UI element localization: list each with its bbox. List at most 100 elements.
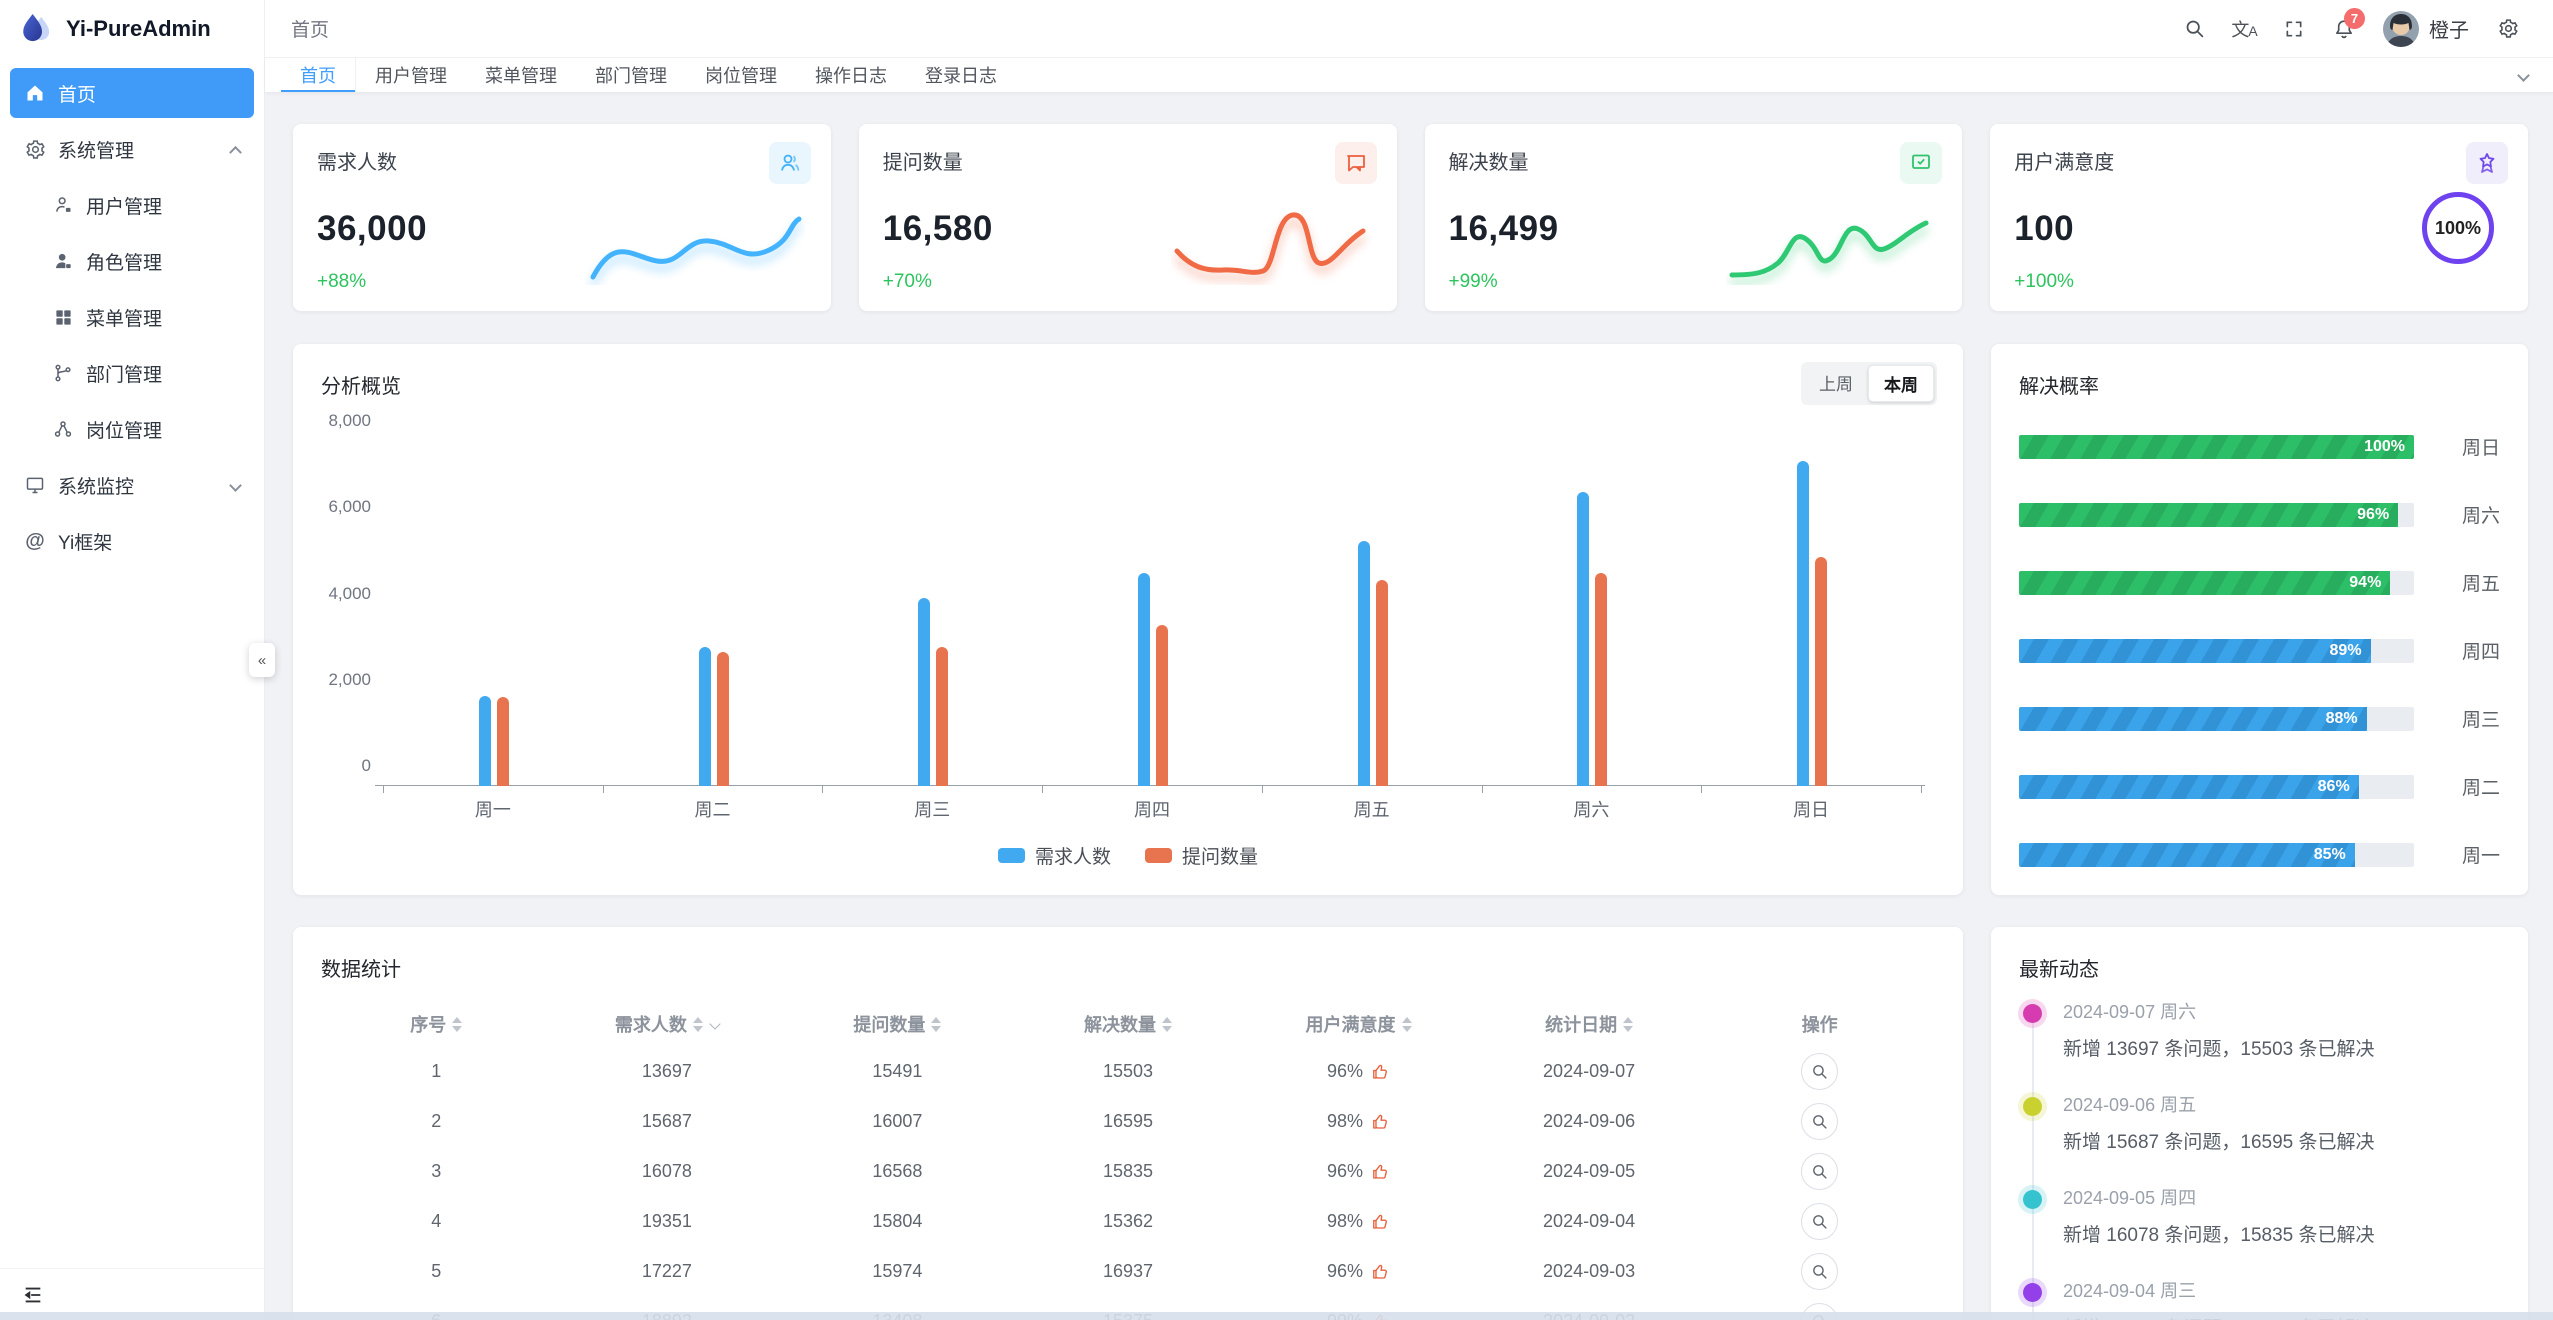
news-text: 新增 13697 条问题，15503 条已解决 xyxy=(2063,1039,2375,1060)
sort-carets-icon[interactable] xyxy=(692,1016,703,1032)
sort-asc-icon[interactable] xyxy=(1623,1016,1634,1023)
column-header-inner[interactable]: 序号 xyxy=(321,1011,552,1037)
sort-desc-icon[interactable] xyxy=(692,1025,703,1032)
sort-desc-icon[interactable] xyxy=(1401,1025,1412,1032)
sort-carets-icon[interactable] xyxy=(931,1016,942,1032)
view-detail-button[interactable] xyxy=(1801,1202,1839,1240)
tab-首页[interactable]: 首页 xyxy=(281,58,356,92)
sort-desc-icon[interactable] xyxy=(1161,1025,1172,1032)
sidebar-item-role-management[interactable]: 角色管理 xyxy=(10,236,254,286)
view-detail-button[interactable] xyxy=(1801,1052,1839,1090)
bar-需求人数[interactable] xyxy=(1797,460,1810,786)
sidebar-item-home[interactable]: 首页 xyxy=(10,68,254,118)
sidebar-item-system-management[interactable]: 系统管理 xyxy=(10,124,254,174)
sidebar-menu: 首页 系统管理 用户管理 角色管理 xyxy=(0,58,264,1268)
sidebar-item-yi-framework[interactable]: @ Yi框架 xyxy=(10,516,254,566)
bar-提问数量[interactable] xyxy=(936,647,949,786)
news-date: 2024-09-04 周三 xyxy=(2063,1281,2197,1301)
legend-item-提问数量[interactable]: 提问数量 xyxy=(1145,842,1258,869)
table-row: 4 19351 15804 15362 98% 2024-09-04 xyxy=(321,1196,1935,1246)
tab-菜单管理[interactable]: 菜单管理 xyxy=(485,66,557,86)
bar-需求人数[interactable] xyxy=(1137,573,1150,786)
brand[interactable]: Yi-PureAdmin xyxy=(0,0,264,58)
settings-gear-icon[interactable] xyxy=(2483,0,2533,58)
tab-岗位管理[interactable]: 岗位管理 xyxy=(705,66,777,86)
table-row: 5 17227 15974 16937 96% 2024-09-03 xyxy=(321,1246,1935,1296)
rate-percent: 94% xyxy=(2349,573,2382,591)
view-detail-button[interactable] xyxy=(1801,1102,1839,1140)
search-icon[interactable] xyxy=(2169,0,2219,58)
sort-carets-icon[interactable] xyxy=(1623,1016,1634,1032)
rate-track: 89% xyxy=(2019,638,2414,663)
bar-提问数量[interactable] xyxy=(496,697,509,786)
view-detail-button[interactable] xyxy=(1801,1152,1839,1190)
toggle-last-week[interactable]: 上周 xyxy=(1819,375,1853,394)
stat-value: 16,580 xyxy=(882,209,993,248)
fullscreen-icon[interactable] xyxy=(2269,0,2319,58)
sort-asc-icon[interactable] xyxy=(452,1016,463,1023)
notification-bell-icon[interactable]: 7 xyxy=(2319,0,2369,58)
bar-需求人数[interactable] xyxy=(698,646,711,786)
rate-row-周三: 88% 周三 xyxy=(2019,705,2500,732)
tab-登录日志[interactable]: 登录日志 xyxy=(925,66,997,86)
filter-chevron-icon[interactable] xyxy=(709,1018,721,1030)
stats-table-title: 数据统计 xyxy=(321,959,401,981)
satisfaction-percent: 98% xyxy=(1327,1210,1364,1231)
column-label: 统计日期 xyxy=(1545,1015,1618,1035)
sidebar-item-system-monitor[interactable]: 系统监控 xyxy=(10,460,254,510)
bar-需求人数[interactable] xyxy=(918,597,931,786)
column-label: 操作 xyxy=(1801,1015,1838,1035)
sidebar-item-dept-management[interactable]: 部门管理 xyxy=(10,348,254,398)
sidebar-collapse-handle[interactable]: « xyxy=(249,643,275,677)
sort-desc-icon[interactable] xyxy=(931,1025,942,1032)
column-header-inner[interactable]: 用户满意度 xyxy=(1243,1011,1474,1037)
sort-carets-icon[interactable] xyxy=(452,1016,463,1032)
bar-提问数量[interactable] xyxy=(1595,572,1608,786)
sort-carets-icon[interactable] xyxy=(1161,1016,1172,1032)
rate-day-label: 周三 xyxy=(2461,710,2500,731)
avatar[interactable] xyxy=(2383,10,2419,47)
sort-asc-icon[interactable] xyxy=(1161,1016,1172,1023)
bar-需求人数[interactable] xyxy=(1577,491,1590,786)
username[interactable]: 橙子 xyxy=(2429,20,2469,42)
tabs-dropdown-chevron-icon[interactable] xyxy=(2505,58,2541,92)
bar-需求人数[interactable] xyxy=(1357,540,1370,786)
tab-操作日志[interactable]: 操作日志 xyxy=(815,66,887,86)
collapse-sidebar-icon[interactable] xyxy=(22,1284,44,1306)
sidebar-item-post-management[interactable]: 岗位管理 xyxy=(10,404,254,454)
rate-percent: 86% xyxy=(2317,777,2350,795)
column-header-inner[interactable]: 提问数量 xyxy=(782,1011,1013,1037)
sort-asc-icon[interactable] xyxy=(931,1016,942,1023)
column-header-inner[interactable]: 需求人数 xyxy=(552,1011,783,1037)
table-cell: 15687 xyxy=(641,1110,692,1131)
column-header-inner[interactable]: 统计日期 xyxy=(1474,1011,1705,1037)
bar-提问数量[interactable] xyxy=(716,652,729,786)
breadcrumb[interactable]: 首页 xyxy=(291,20,330,41)
tab-部门管理[interactable]: 部门管理 xyxy=(595,66,667,86)
tab-用户管理[interactable]: 用户管理 xyxy=(375,66,447,86)
translate-icon[interactable]: 文A xyxy=(2231,19,2257,40)
sort-asc-icon[interactable] xyxy=(692,1016,703,1023)
sort-carets-icon[interactable] xyxy=(1401,1016,1412,1032)
x-axis-tick xyxy=(1701,786,1703,793)
view-detail-button[interactable] xyxy=(1801,1252,1839,1290)
bar-chart: 0 2,000 4,000 6,000 8,000 xyxy=(328,411,1925,793)
sidebar-item-menu-management[interactable]: 菜单管理 xyxy=(10,292,254,342)
sort-desc-icon[interactable] xyxy=(1623,1025,1634,1032)
horizontal-scrollbar[interactable] xyxy=(0,1312,2553,1320)
toggle-this-week[interactable]: 本周 xyxy=(1868,365,1934,402)
legend-item-需求人数[interactable]: 需求人数 xyxy=(997,842,1111,869)
sidebar-item-user-management[interactable]: 用户管理 xyxy=(10,180,254,230)
bar-提问数量[interactable] xyxy=(1815,556,1828,786)
analysis-title: 分析概览 xyxy=(321,376,401,398)
sort-desc-icon[interactable] xyxy=(452,1025,463,1032)
bar-提问数量[interactable] xyxy=(1155,625,1168,786)
operation-cell xyxy=(1704,1046,1935,1096)
stat-card-satisfaction: 用户满意度 100 +100% 100% xyxy=(1990,124,2528,311)
table-row: 1 13697 15491 15503 96% 2024-09-07 xyxy=(321,1046,1935,1096)
sort-asc-icon[interactable] xyxy=(1401,1016,1412,1023)
bar-提问数量[interactable] xyxy=(1375,579,1388,786)
bar-需求人数[interactable] xyxy=(478,695,491,786)
column-header-inner[interactable]: 解决数量 xyxy=(1013,1011,1244,1037)
